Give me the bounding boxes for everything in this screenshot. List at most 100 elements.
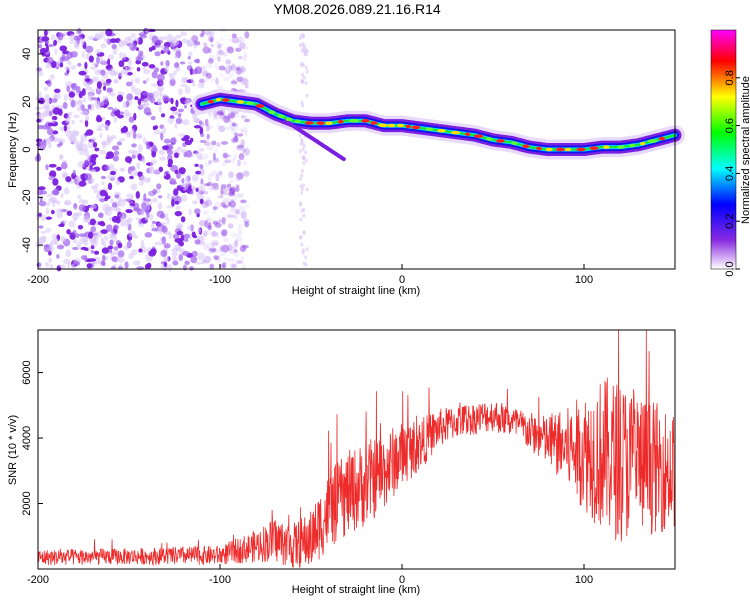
spectrogram-noise-cell [167,158,174,166]
spectrogram-noise-cell [217,43,225,47]
spectrogram-noise-cell [300,173,304,178]
spectrogram-noise-cell [220,184,227,190]
spectrogram-noise-cell [103,38,108,42]
spectrogram-noise-cell [101,141,107,149]
spectrogram-noise-cell [53,238,59,246]
spectrogram-noise-cell [88,258,97,262]
spectrogram-noise-cell [229,120,234,125]
spectrogram-noise-cell [37,186,46,191]
spectrogram-noise-cell [221,230,227,237]
spectrogram-noise-cell [137,153,143,161]
spectrogram-noise-cell [240,126,248,134]
spectrogram-noise-cell [60,235,66,243]
spectrogram-noise-cell [87,140,95,149]
spectrogram-noise-cell [304,65,308,70]
spectrogram-noise-cell [140,239,145,248]
spectrogram-noise-cell [52,178,59,186]
spectrogram-noise-cell [91,241,98,247]
spectrogram-noise-cell [47,122,55,127]
spectrogram-noise-cell [240,114,247,119]
spectrogram-noise-cell [106,134,111,143]
spectrogram-noise-cell [210,29,216,37]
spectrogram-noise-cell [244,84,249,89]
spectrogram-noise-cell [85,129,94,136]
spectrogram-noise-cell [131,249,138,256]
spectrogram-noise-cell [191,174,199,182]
spectrogram-noise-cell [120,111,125,115]
spectrogram-noise-cell [237,67,243,75]
spectrogram-noise-cell [220,141,229,145]
spectrogram-noise-cell [206,62,213,69]
spectrogram-noise-cell [298,43,302,48]
spectrogram-noise-cell [160,132,164,141]
spectrogram-noise-cell [217,43,222,49]
spectrogram-noise-cell [219,72,224,78]
spectrogram-noise-cell [66,229,71,235]
spectrogram-noise-cell [222,152,228,159]
spectrogram-noise-cell [101,247,110,254]
spectrogram-noise-cell [97,221,102,226]
spectrogram-noise-cell [76,176,80,185]
spectrogram-noise-cell [239,156,245,161]
spectrogram-noise-cell [142,80,147,84]
spectrogram-noise-cell [58,223,65,227]
spectrogram-noise-cell [46,79,52,87]
spectrogram-noise-cell [51,98,58,103]
spectrogram-noise-cell [85,166,91,170]
spectrogram-noise-cell [238,80,246,85]
spectrogram-noise-cell [158,166,164,172]
spectrogram-noise-cell [173,244,182,251]
spectrogram-noise-cell [240,255,245,261]
spectrogram-noise-cell [54,48,58,55]
spectrogram-noise-cell [183,104,188,109]
spectrogram-noise-cell [188,236,192,240]
spectrogram-noise-cell [225,59,232,65]
spectrogram-noise-cell [202,242,207,247]
spectrogram-noise-cell [228,246,236,255]
spectrogram-noise-cell [160,249,168,258]
spectrogram-noise-cell [197,252,206,261]
spectrogram-noise-cell [147,94,152,101]
spectrogram-noise-cell [234,75,242,79]
spectrogram-noise-cell [222,76,230,82]
spectrogram-noise-cell [50,209,55,215]
spectrogram-noise-cell [90,137,97,142]
spectrogram-ridge-peak [337,119,344,124]
spectrogram-ytick-label: -20 [21,189,33,205]
spectrogram-noise-cell [228,171,234,179]
spectrogram-noise-cell [242,77,249,86]
spectrogram-noise-cell [141,61,149,67]
spectrogram-noise-cell [90,250,95,254]
spectrogram-noise-cell [119,51,123,59]
spectrogram-noise-cell [112,71,118,76]
spectrogram-noise-cell [38,200,47,207]
spectrogram-noise-cell [65,176,72,183]
spectrogram-noise-cell [237,223,243,229]
spectrogram-noise-cell [153,90,160,98]
spectrogram-noise-cell [302,155,306,160]
spectrogram-noise-cell [160,61,164,66]
spectrogram-noise-cell [211,243,215,251]
spectrogram-noise-cell [124,65,128,74]
spectrogram-noise-cell [42,124,50,130]
spectrogram-noise-cell [118,138,126,142]
spectrogram-noise-cell [243,170,250,177]
spectrogram-noise-cell [302,43,306,48]
spectrogram-noise-cell [208,47,212,54]
spectrogram-noise-cell [203,230,208,237]
spectrogram-ridge-peak [473,134,484,138]
colorbar-tick-label: 0.0 [724,261,736,276]
spectrogram-ridge-peak [437,128,446,133]
spectrogram-noise-cell [68,91,76,98]
spectrogram-noise-cell [37,44,43,49]
spectrogram-noise-cell [145,112,152,116]
spectrogram-noise-cell [116,94,124,102]
spectrogram-noise-cell [91,76,99,83]
spectrogram-noise-cell [216,111,221,115]
spectrogram-noise-cell [212,169,218,176]
spectrogram-noise-cell [81,88,86,96]
spectrogram-noise-cell [110,198,114,204]
spectrogram-noise-cell [241,244,249,249]
spectrogram-noise-cell [194,239,201,245]
